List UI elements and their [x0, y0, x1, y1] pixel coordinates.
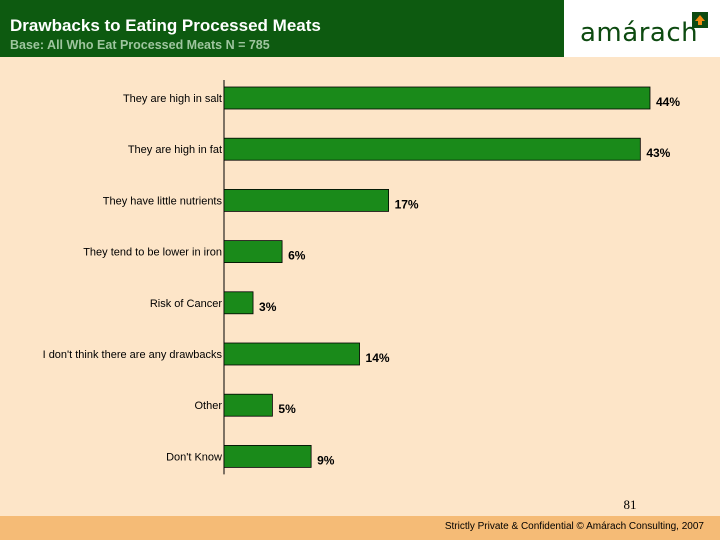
category-label: They tend to be lower in iron	[83, 247, 222, 259]
category-label: They have little nutrients	[103, 195, 223, 207]
category-label: Risk of Cancer	[150, 298, 222, 310]
bar	[223, 240, 283, 264]
bar	[223, 291, 254, 315]
bar	[223, 444, 312, 468]
footer: Strictly Private & Confidential © Amárac…	[0, 516, 720, 540]
category-label: Don't Know	[166, 451, 222, 463]
bar	[223, 86, 651, 110]
logo: amárach	[564, 0, 720, 57]
data-label: 6%	[288, 249, 306, 263]
data-label: 14%	[366, 351, 390, 365]
category-label: They are high in salt	[123, 93, 222, 105]
chart-title: Drawbacks to Eating Processed Meats	[10, 16, 321, 35]
bar-chart: They are high in salt 44% They are high in…	[43, 80, 680, 475]
data-label: 9%	[317, 453, 335, 467]
category-label: Other	[194, 400, 222, 412]
category-label: I don't think there are any drawbacks	[43, 349, 223, 361]
category-label: They are high in fat	[128, 144, 222, 156]
house-arrow-logo-icon	[692, 12, 708, 28]
logo-wordmark: amárach	[580, 18, 699, 48]
bar	[223, 188, 389, 212]
header-banner: Drawbacks to Eating Processed Meats Base…	[0, 0, 564, 57]
data-label: 3%	[259, 300, 277, 314]
bar	[223, 393, 273, 417]
data-label: 43%	[646, 146, 670, 160]
bar	[223, 342, 360, 366]
page-number: 81	[623, 497, 637, 512]
data-label: 5%	[278, 402, 296, 416]
chart-subtitle: Base: All Who Eat Processed Meats N = 78…	[10, 38, 270, 52]
data-label: 17%	[395, 197, 419, 211]
footer-copyright: Strictly Private & Confidential © Amárac…	[444, 521, 704, 532]
data-label: 44%	[656, 95, 680, 109]
bar	[223, 137, 641, 161]
